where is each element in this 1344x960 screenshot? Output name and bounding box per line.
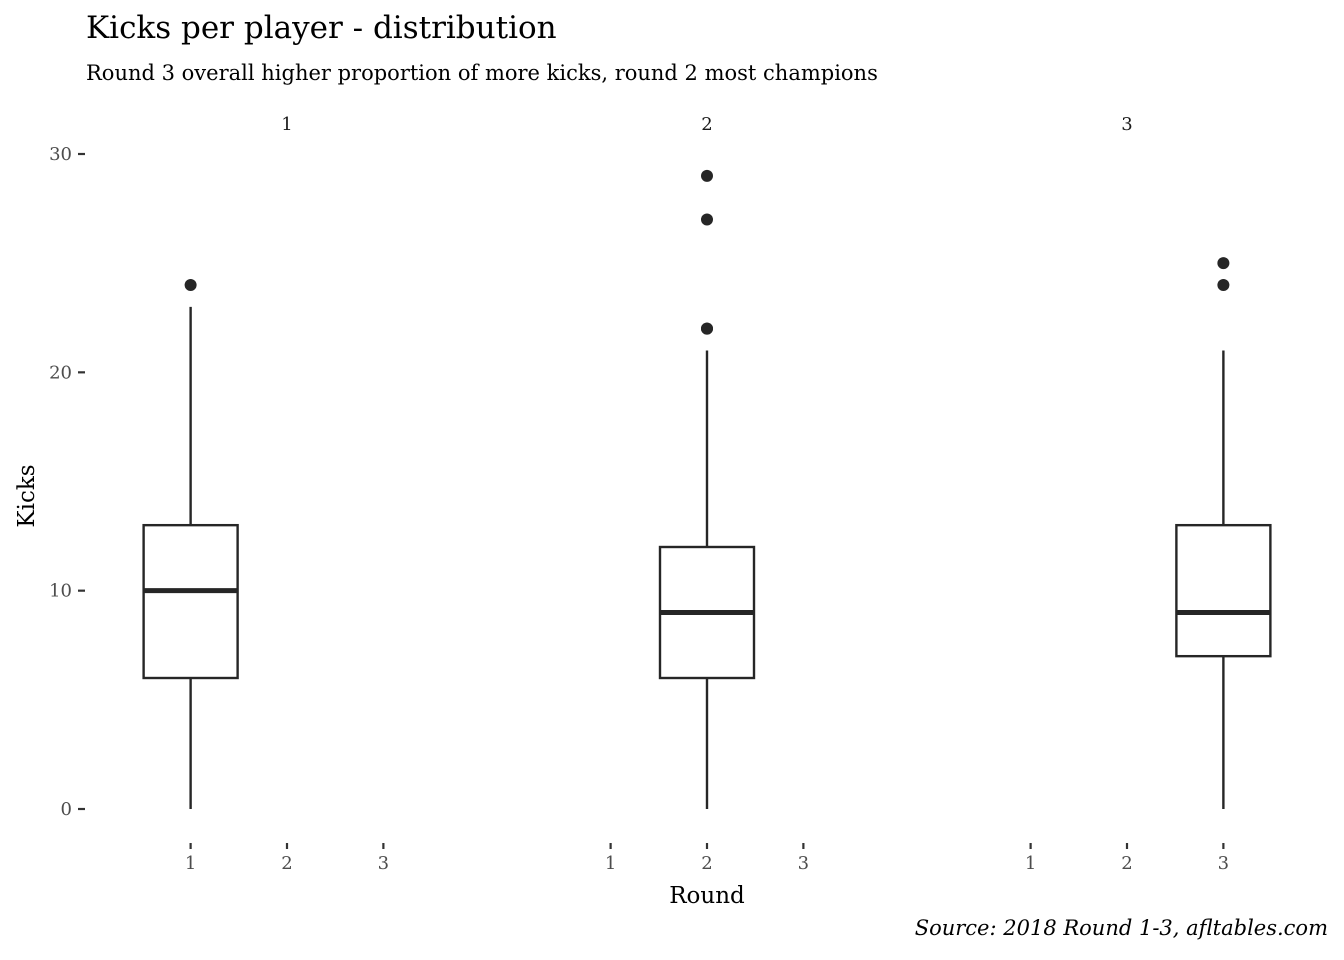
- iqr-box: [1175, 523, 1272, 658]
- x-tick-label: 2: [701, 853, 712, 874]
- y-axis-title: Kicks: [14, 464, 40, 527]
- iqr-box: [142, 523, 239, 680]
- y-tick-label: 30: [49, 144, 72, 165]
- x-tick-label: 2: [1121, 853, 1132, 874]
- outlier-point: [1217, 257, 1230, 270]
- x-tick-label: 3: [1218, 853, 1229, 874]
- x-tick-label: 3: [798, 853, 809, 874]
- outlier-point: [701, 169, 713, 182]
- x-tick-label: 1: [185, 853, 196, 874]
- outlier-point: [1217, 279, 1230, 291]
- facet-strip-label: 1: [281, 114, 292, 135]
- chart-title: Kicks per player - distribution: [86, 10, 557, 46]
- x-tick-label: 1: [1025, 853, 1036, 874]
- facet-strip-label: 2: [701, 114, 712, 135]
- chart-caption: Source: 2018 Round 1-3, afltables.com: [915, 916, 1328, 940]
- y-tick-label: 10: [49, 581, 72, 602]
- x-tick-label: 3: [378, 853, 389, 874]
- plot-area: 0 10 20 30 1 1 2 3 2 1 2 3 3 1 2 3: [49, 114, 1272, 874]
- facet-strip-label: 3: [1121, 114, 1132, 135]
- chart-subtitle: Round 3 overall higher proportion of mor…: [86, 61, 878, 85]
- y-tick-label: 20: [49, 362, 72, 383]
- x-tick-label: 2: [281, 853, 292, 874]
- x-axis-title: Round: [669, 883, 745, 909]
- y-tick-label: 0: [61, 799, 72, 820]
- outlier-point: [701, 322, 713, 335]
- outlier-point: [701, 213, 713, 226]
- outlier-point: [184, 279, 197, 291]
- x-tick-label: 1: [605, 853, 616, 874]
